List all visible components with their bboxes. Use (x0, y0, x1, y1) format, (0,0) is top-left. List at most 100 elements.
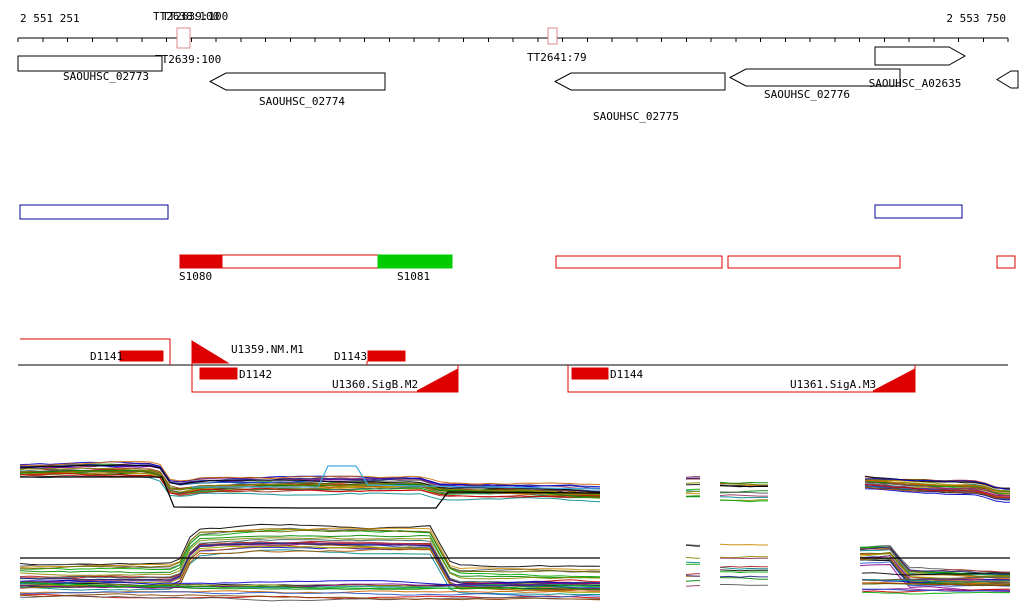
expression-profile-line (864, 488, 1010, 503)
expression-profile-line (19, 534, 601, 579)
expression-profile-line (861, 591, 1011, 595)
expression-profile-line (864, 475, 1010, 489)
expression-profile-line (864, 484, 1010, 498)
d-feature-label: D1144 (610, 368, 643, 381)
expression-profile-line (719, 569, 768, 572)
expression-profile-line (719, 485, 768, 488)
gene-label: SAOUHSC_02775 (593, 110, 679, 123)
expression-profile-line (19, 523, 601, 568)
expression-profile-line (20, 476, 601, 509)
segment-box[interactable] (179, 254, 223, 269)
expression-profile-line (859, 549, 1011, 576)
expression-profile-line (861, 576, 1010, 582)
blue-feature-box[interactable] (19, 204, 169, 220)
expression-profile-line (719, 481, 768, 484)
ruler-start-coordinate: 2 551 251 (20, 12, 80, 25)
tu-ramp[interactable] (872, 368, 916, 392)
segment-label: S1080 (179, 270, 212, 283)
expression-profile-line (859, 555, 1011, 582)
expression-profile-line (685, 490, 700, 493)
expression-profile-line (685, 556, 700, 559)
expression-profile-line (719, 491, 768, 494)
expression-profile-line (685, 573, 700, 575)
expression-profile-line (19, 593, 600, 601)
tu-ramp[interactable] (191, 340, 230, 364)
expression-profile-line (19, 467, 601, 496)
expression-profile-line (861, 572, 1010, 576)
segment-box[interactable] (221, 254, 379, 269)
terminator-label: TT2639:100 (162, 10, 228, 23)
expression-profile-line (19, 582, 600, 589)
expression-profile-line (19, 472, 601, 498)
expression-profile-line (685, 544, 700, 546)
expression-profile-line (685, 575, 700, 577)
terminator-mark[interactable] (547, 27, 558, 45)
terminator-label: TT2639:100 (155, 53, 221, 66)
expression-profile-line (864, 478, 1010, 490)
segment-label: S1081 (397, 270, 430, 283)
expression-profile-line (719, 577, 768, 580)
expression-profile-line (20, 529, 601, 573)
d-feature-label: D1143 (334, 350, 367, 363)
expression-profile-line (719, 555, 768, 559)
expression-profile-line (861, 582, 1010, 587)
expression-profile-line (19, 537, 601, 580)
segment-box[interactable] (377, 254, 453, 269)
d-feature-box[interactable] (367, 350, 406, 362)
gene-label: SAOUHSC_02776 (764, 88, 850, 101)
expression-profile-line (719, 496, 768, 499)
terminator-label: TT2638:100 (153, 10, 219, 23)
expression-profile-line (720, 571, 768, 574)
expression-profile-line (192, 465, 601, 490)
expression-profile-line (19, 461, 601, 486)
expression-profile-line (685, 476, 700, 478)
gene-arrow-left[interactable] (553, 72, 726, 91)
blue-feature-box[interactable] (874, 204, 963, 219)
d-feature-label: D1142 (239, 368, 272, 381)
expression-profile-line (864, 479, 1010, 493)
tu-ramp-label: U1359.NM.M1 (231, 343, 304, 356)
gene-label: SAOUHSC_02773 (63, 70, 149, 83)
expression-profile-line (719, 575, 768, 578)
expression-profile-line (19, 591, 600, 598)
expression-profile-line (19, 527, 601, 571)
gene-arrow-left[interactable] (996, 70, 1019, 89)
d-feature-box[interactable] (119, 350, 164, 362)
gene-label: SAOUHSC_02774 (259, 95, 345, 108)
tu-ramp[interactable] (416, 368, 459, 392)
expression-profile-line (719, 543, 768, 546)
expression-profile-line (719, 494, 768, 497)
gene-arrow-right[interactable] (874, 46, 967, 66)
terminator-label: TT2641:79 (527, 51, 587, 64)
d-feature-box[interactable] (199, 367, 238, 380)
gene-arrow-left[interactable] (208, 72, 386, 91)
terminator-mark[interactable] (176, 27, 191, 49)
gene-arrow-left[interactable] (728, 68, 901, 87)
expression-profile-line (685, 488, 700, 491)
expression-profile-line (685, 580, 700, 582)
expression-profile-line (685, 544, 700, 547)
expression-profile-line (20, 595, 600, 602)
expression-profile-line (719, 499, 768, 503)
d-feature-box[interactable] (571, 367, 609, 380)
ruler-end-coordinate: 2 553 750 (946, 12, 1006, 25)
gene-box[interactable] (17, 55, 163, 72)
expression-profile-line (720, 584, 768, 586)
expression-profile-line (19, 579, 600, 586)
tu-ramp-label: U1361.SigA.M3 (790, 378, 876, 391)
expression-profile-line (864, 481, 1010, 496)
d-feature-label: D1141 (90, 350, 123, 363)
expression-profile-line (685, 561, 700, 564)
tu-ramp-label: U1360.SigB.M2 (332, 378, 418, 391)
expression-profile-line (719, 565, 768, 568)
expression-profile-line (719, 566, 768, 570)
segment-box[interactable] (996, 255, 1016, 269)
segment-box[interactable] (555, 255, 723, 269)
expression-profile-line (685, 585, 700, 587)
segment-box[interactable] (727, 255, 901, 269)
tu-bracket-line (20, 338, 171, 365)
expression-profile-line (862, 588, 1011, 592)
expression-profile-line (719, 483, 768, 486)
